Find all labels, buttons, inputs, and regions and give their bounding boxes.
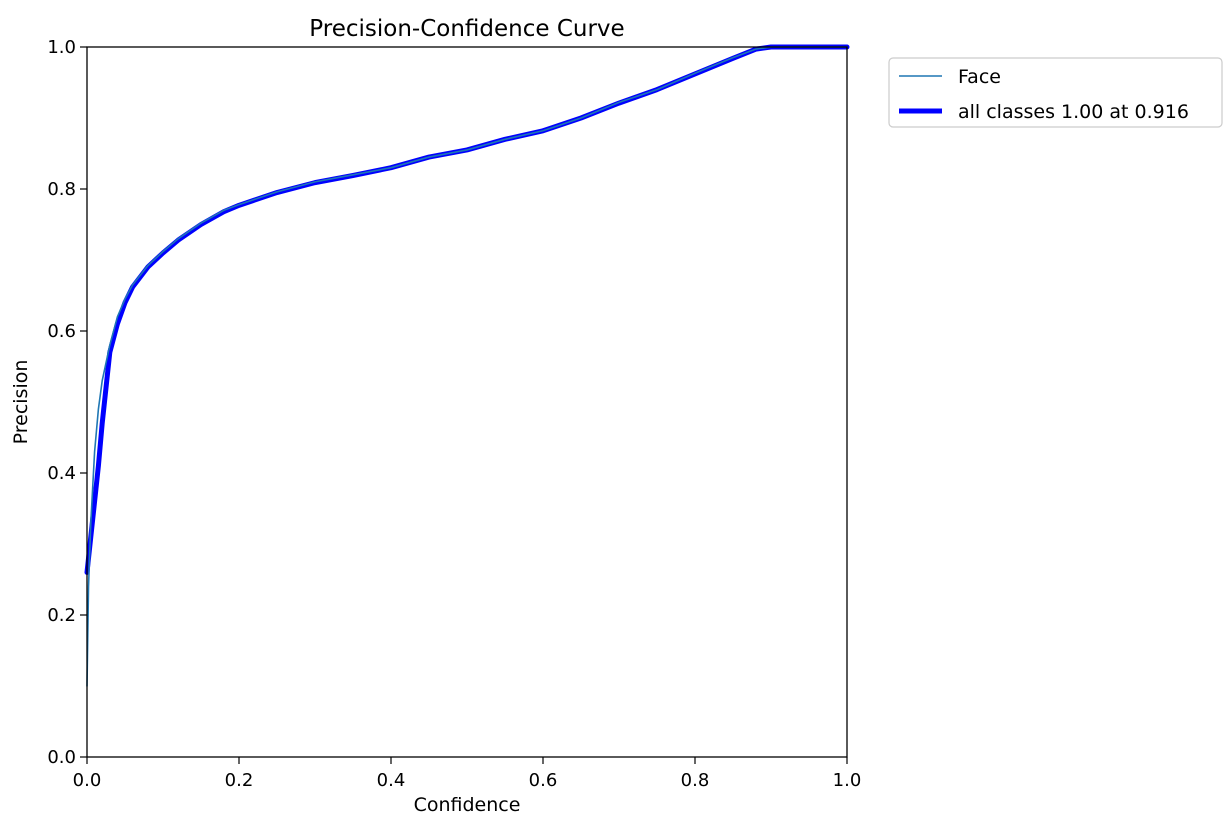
y-axis-label: Precision	[10, 360, 32, 445]
x-tick-label: 0.0	[73, 770, 102, 791]
y-tick-label: 0.8	[47, 179, 76, 200]
x-axis-ticks: 0.0 0.2 0.4 0.6 0.8 1.0	[73, 757, 862, 791]
y-tick-label: 0.2	[47, 605, 76, 626]
y-tick-label: 0.0	[47, 747, 76, 768]
chart-title: Precision-Confidence Curve	[309, 16, 624, 42]
x-tick-label: 0.8	[681, 770, 710, 791]
x-tick-label: 1.0	[833, 770, 862, 791]
y-tick-label: 1.0	[47, 37, 76, 58]
y-tick-label: 0.4	[47, 463, 76, 484]
y-axis-ticks: 0.0 0.2 0.4 0.6 0.8 1.0	[47, 37, 87, 768]
x-tick-label: 0.4	[377, 770, 406, 791]
plot-frame	[86, 46, 848, 758]
legend-label-all-classes: all classes 1.00 at 0.916	[958, 101, 1189, 123]
legend-label-face: Face	[958, 66, 1001, 88]
x-axis-label: Confidence	[414, 794, 521, 816]
y-tick-label: 0.6	[47, 321, 76, 342]
x-tick-label: 0.2	[225, 770, 254, 791]
legend: Face all classes 1.00 at 0.916	[888, 57, 1223, 128]
series-line-face	[86, 46, 848, 687]
x-tick-label: 0.6	[529, 770, 558, 791]
series-layer	[84, 44, 850, 687]
legend-box	[888, 57, 1223, 128]
